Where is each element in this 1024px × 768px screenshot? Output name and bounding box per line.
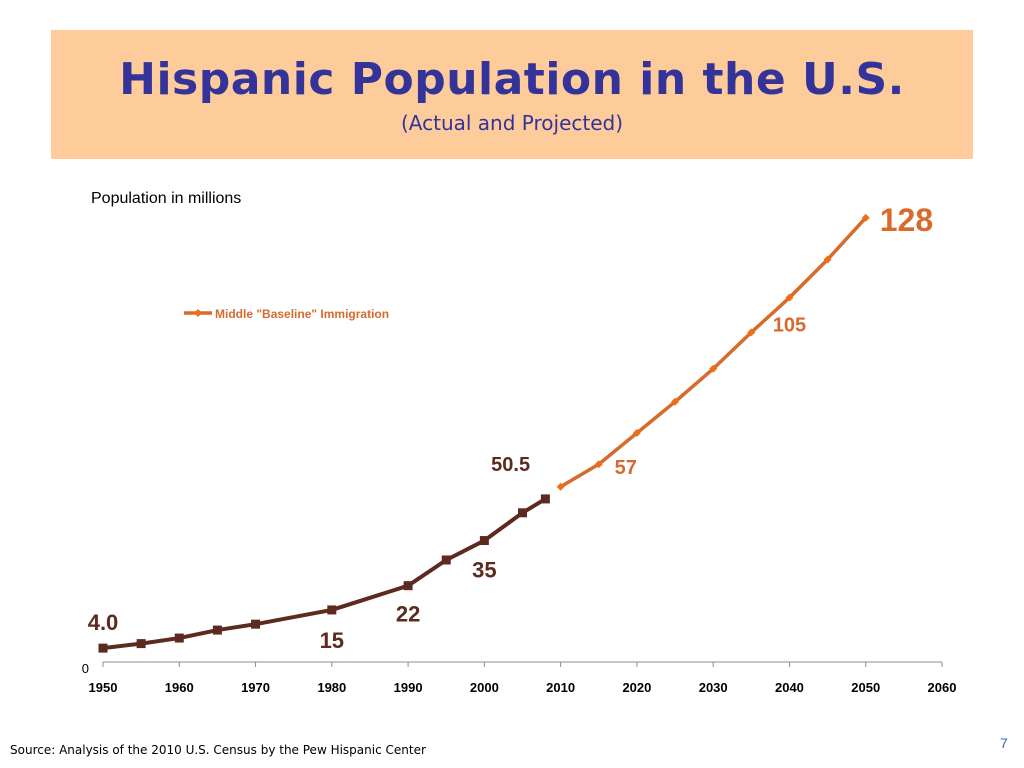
data-label: 57 <box>615 457 637 479</box>
data-point-marker <box>823 255 832 264</box>
x-tick-label: 1950 <box>89 680 118 695</box>
page-title: Hispanic Population in the U.S. <box>119 54 905 105</box>
series-1-line <box>559 216 868 489</box>
data-point-marker <box>136 639 146 649</box>
data-point-marker <box>594 460 603 469</box>
data-label: 128 <box>880 202 933 238</box>
y-tick-label: 0 <box>82 661 89 676</box>
x-tick-label: 1980 <box>317 680 346 695</box>
data-point-marker <box>540 494 550 504</box>
data-label: 4.0 <box>88 610 119 635</box>
data-label: 22 <box>396 602 420 627</box>
data-label: 50.5 <box>491 454 530 476</box>
x-tick-label: 1960 <box>165 680 194 695</box>
data-point-marker <box>174 633 184 643</box>
title-banner: Hispanic Population in the U.S. (Actual … <box>51 30 973 159</box>
page-number: 7 <box>1000 735 1008 751</box>
data-point-marker <box>403 581 413 591</box>
x-tick-label: 2030 <box>699 680 728 695</box>
data-point-marker <box>479 536 489 546</box>
x-tick-label: 2050 <box>851 680 880 695</box>
data-point-marker <box>327 605 337 615</box>
data-point-marker <box>212 625 222 635</box>
x-tick-label: 1990 <box>394 680 423 695</box>
data-point-marker <box>861 213 870 222</box>
x-tick-label: 2000 <box>470 680 499 695</box>
data-point-marker <box>671 397 680 406</box>
data-point-marker <box>785 293 794 302</box>
data-point-marker <box>441 555 451 565</box>
data-point-marker <box>709 364 718 373</box>
x-tick-label: 1970 <box>241 680 270 695</box>
data-point-marker <box>251 619 261 629</box>
data-point-marker <box>632 428 641 437</box>
x-tick-label: 2020 <box>622 680 651 695</box>
y-axis-label: Population in millions <box>91 190 242 207</box>
data-label: 15 <box>320 628 344 653</box>
page-subtitle: (Actual and Projected) <box>400 111 624 135</box>
legend-label: Middle "Baseline" Immigration <box>215 307 389 321</box>
x-tick-label: 2060 <box>928 680 957 695</box>
data-point-marker <box>747 328 756 337</box>
x-tick-label: 2010 <box>546 680 575 695</box>
data-label: 35 <box>472 558 496 583</box>
data-label: 105 <box>773 315 806 337</box>
legend-marker <box>194 309 202 317</box>
data-point-marker <box>98 643 108 653</box>
data-point-marker <box>556 482 565 491</box>
source-note: Source: Analysis of the 2010 U.S. Census… <box>10 743 426 757</box>
x-tick-label: 2040 <box>775 680 804 695</box>
data-point-marker <box>518 508 527 518</box>
